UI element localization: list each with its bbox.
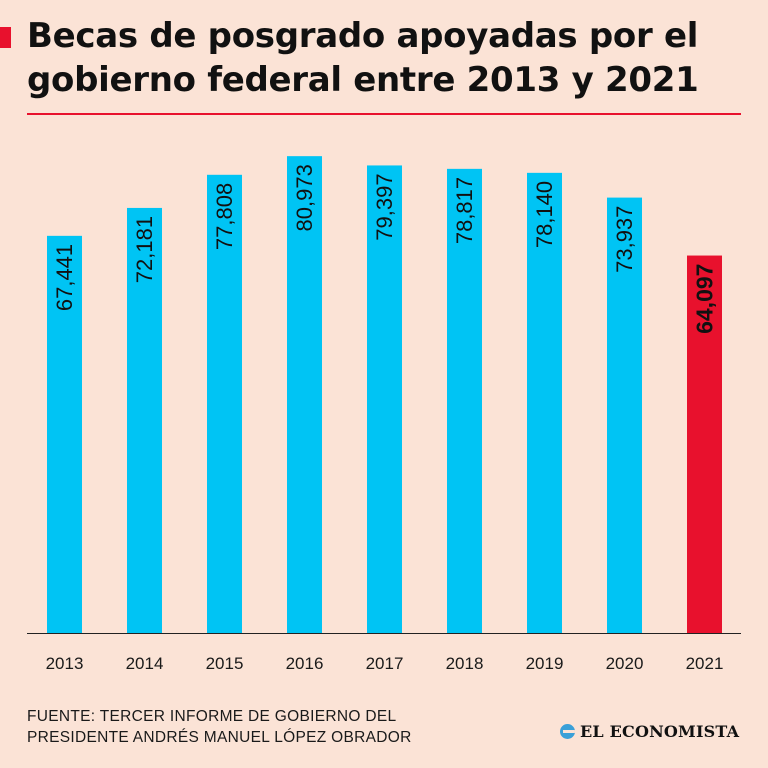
title-line-1: Becas de posgrado apoyadas por el (27, 16, 699, 56)
chart-title: Becas de posgrado apoyadas por el gobier… (27, 14, 747, 102)
bar-value-label-2017: 79,397 (372, 173, 397, 240)
bar-value-label-2014: 72,181 (132, 216, 157, 283)
x-tick-label-2014: 2014 (126, 654, 164, 673)
el-economista-logo-icon (560, 724, 575, 739)
bar-value-label-2016: 80,973 (292, 164, 317, 231)
source-line-1: FUENTE: TERCER INFORME DE GOBIERNO DEL (27, 708, 397, 725)
bar-2013 (47, 235, 82, 633)
x-tick-label-2019: 2019 (526, 654, 564, 673)
bar-2021 (687, 255, 722, 633)
bar-value-label-2018: 78,817 (452, 177, 477, 244)
bar-2018 (447, 168, 482, 633)
bar-2020 (607, 197, 642, 633)
x-tick-label-2016: 2016 (286, 654, 324, 673)
bar-value-label-2013: 67,441 (52, 244, 77, 311)
x-tick-label-2021: 2021 (686, 654, 724, 673)
source-note: FUENTE: TERCER INFORME DE GOBIERNO DEL P… (27, 706, 412, 748)
bar-2015 (207, 174, 242, 633)
x-tick-label-2020: 2020 (606, 654, 644, 673)
bar-2016 (287, 156, 322, 633)
bar-value-label-2019: 78,140 (532, 181, 557, 248)
title-line-2: gobierno federal entre 2013 y 2021 (27, 60, 699, 100)
title-accent-mark (0, 27, 11, 48)
source-line-2: PRESIDENTE ANDRÉS MANUEL LÓPEZ OBRADOR (27, 729, 412, 746)
x-tick-label-2015: 2015 (206, 654, 244, 673)
bar-chart: 67,441 2013 72,181 2014 77,808 2015 80,973 2016… (27, 156, 741, 673)
logo-text: EL ECONOMISTA (580, 722, 740, 741)
x-tick-label-2013: 2013 (46, 654, 84, 673)
x-tick-label-2017: 2017 (366, 654, 404, 673)
x-tick-label-2018: 2018 (446, 654, 484, 673)
bar-2014 (127, 207, 162, 633)
bar-2017 (367, 165, 402, 633)
bar-2019 (527, 172, 562, 633)
bar-value-label-2021: 64,097 (692, 264, 718, 334)
el-economista-logo: EL ECONOMISTA (560, 722, 739, 741)
bar-value-label-2015: 77,808 (212, 183, 237, 250)
title-divider (27, 113, 741, 115)
bar-value-label-2020: 73,937 (612, 206, 637, 273)
